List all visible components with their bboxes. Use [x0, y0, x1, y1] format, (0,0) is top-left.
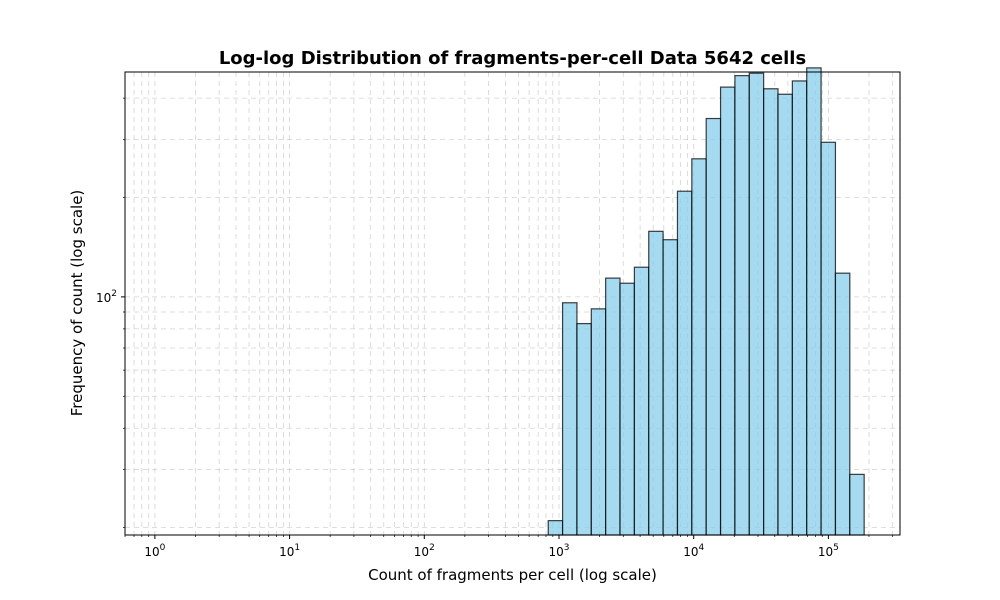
histogram-bar	[691, 158, 707, 536]
x-tick-label: 102	[414, 543, 435, 559]
x-tick-label: 103	[548, 543, 569, 559]
grid-lines	[124, 72, 900, 535]
histogram-bar	[734, 75, 750, 536]
histogram-bar	[662, 239, 679, 536]
histogram-bar	[820, 141, 837, 536]
x-tick-label: 100	[144, 543, 165, 559]
histogram-bar	[849, 473, 865, 536]
histogram-bar	[748, 72, 765, 536]
histogram-bar	[590, 308, 607, 536]
histogram-bar	[547, 520, 564, 536]
histogram-bar	[676, 190, 693, 536]
histogram-bar	[705, 117, 722, 536]
histogram-bar	[605, 277, 621, 536]
histogram-bar	[806, 67, 822, 536]
histogram-bar	[633, 266, 650, 536]
chart-title: Log-log Distribution of fragments-per-ce…	[219, 48, 806, 69]
histogram-bar	[777, 93, 793, 536]
x-tick-label: 101	[279, 543, 300, 559]
axis-ticks	[121, 97, 894, 539]
histogram-bar	[648, 230, 664, 536]
histogram-bar	[561, 302, 578, 536]
y-axis-label: Frequency of count (log scale)	[68, 190, 86, 417]
histogram-bar	[619, 282, 635, 536]
histogram-bar	[791, 80, 808, 536]
x-tick-label: 104	[683, 543, 704, 559]
x-tick-label: 105	[818, 543, 839, 559]
histogram-bar	[763, 88, 779, 536]
histogram-bar	[576, 323, 592, 536]
y-tick-label: 102	[96, 289, 117, 305]
histogram-bar	[719, 86, 736, 536]
histogram-bar	[834, 272, 851, 536]
axis-tick-labels: 100 101 102 103 104 105 102	[96, 289, 839, 559]
plot-frame	[124, 71, 901, 536]
x-axis-label: Count of fragments per cell (log scale)	[368, 566, 657, 584]
